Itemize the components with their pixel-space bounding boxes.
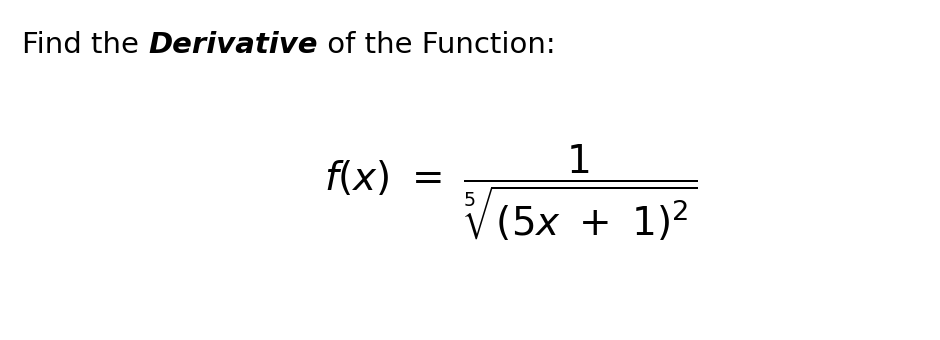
Text: Find the: Find the (22, 31, 149, 58)
Text: Derivative: Derivative (149, 31, 318, 58)
Text: $f(x) \ = \ \dfrac{1}{\sqrt[5]{(5x \ + \ 1)^{2}}}$: $f(x) \ = \ \dfrac{1}{\sqrt[5]{(5x \ + \… (324, 142, 697, 243)
Text: of the Function:: of the Function: (318, 31, 556, 58)
